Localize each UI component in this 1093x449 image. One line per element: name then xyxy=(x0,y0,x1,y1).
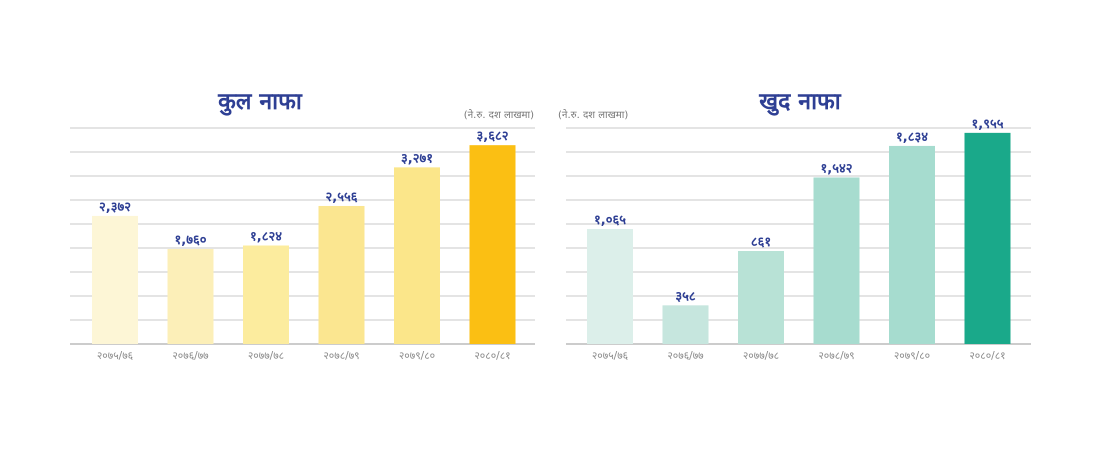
chart-title: कुल नाफा xyxy=(218,89,302,115)
x-tick-label: २०८०/८१ xyxy=(969,350,1005,362)
data-label: १,५४२ xyxy=(821,161,853,176)
bar xyxy=(92,215,138,344)
data-label: ८६१ xyxy=(751,235,771,250)
x-tick-label: २०७५/७६ xyxy=(592,350,628,362)
data-label: १,८३४ xyxy=(896,130,928,145)
data-label: ३,६८२ xyxy=(477,129,509,144)
x-tick-label: २०७६/७७ xyxy=(172,350,209,362)
x-tick-label: २०८०/८१ xyxy=(474,350,510,362)
net-profit-chart: खुद नाफा (ने.रु. दश लाखमा) १,०६५ २०७५/७६ ३… xyxy=(540,0,1060,449)
unit-note: (ने.रु. दश लाखमा) xyxy=(558,110,629,121)
bar xyxy=(813,177,860,344)
bar xyxy=(738,251,784,344)
data-label: २,५५६ xyxy=(326,190,358,205)
bar xyxy=(469,145,516,344)
gross-profit-chart: कुल नाफा (ने.रु. दश लाखमा) २,३७२ २०७५/७६ १… xyxy=(0,0,535,449)
plot-area: १,०६५ २०७५/७६ ३५८ २०७६/७७ ८६१ २०७७/७८ १,५४२ २०७… xyxy=(566,117,1031,362)
bar xyxy=(318,205,365,344)
bar xyxy=(167,248,214,344)
bar xyxy=(889,145,935,344)
bar xyxy=(964,132,1011,344)
data-label: १,७६० xyxy=(175,233,207,248)
data-label: ३,२७१ xyxy=(401,151,433,166)
unit-note: (ने.रु. दश लाखमा) xyxy=(463,110,534,121)
x-tick-label: २०७७/७८ xyxy=(248,350,284,362)
data-label: २,३७२ xyxy=(99,200,131,215)
x-tick-label: २०७६/७७ xyxy=(667,350,704,362)
chart-title: खुद नाफा xyxy=(759,89,841,115)
data-label: ३५८ xyxy=(675,289,696,304)
bar xyxy=(662,305,709,344)
bar xyxy=(587,228,633,344)
bar xyxy=(394,167,440,344)
x-tick-label: २०७९/८० xyxy=(399,350,435,362)
data-label: १,८२४ xyxy=(250,230,282,245)
x-tick-label: २०७५/७६ xyxy=(97,350,133,362)
bar xyxy=(243,245,289,344)
x-tick-label: २०७७/७८ xyxy=(743,350,779,362)
data-label: १,०६५ xyxy=(594,213,626,228)
data-label: १,९५५ xyxy=(972,117,1004,132)
x-tick-label: २०७८/७९ xyxy=(818,350,854,362)
plot-area: २,३७२ २०७५/७६ १,७६० २०७६/७७ १,८२४ २०७७/७८ २,५५… xyxy=(70,127,535,362)
x-tick-label: २०७८/७९ xyxy=(323,350,359,362)
x-tick-label: २०७९/८० xyxy=(894,350,930,362)
